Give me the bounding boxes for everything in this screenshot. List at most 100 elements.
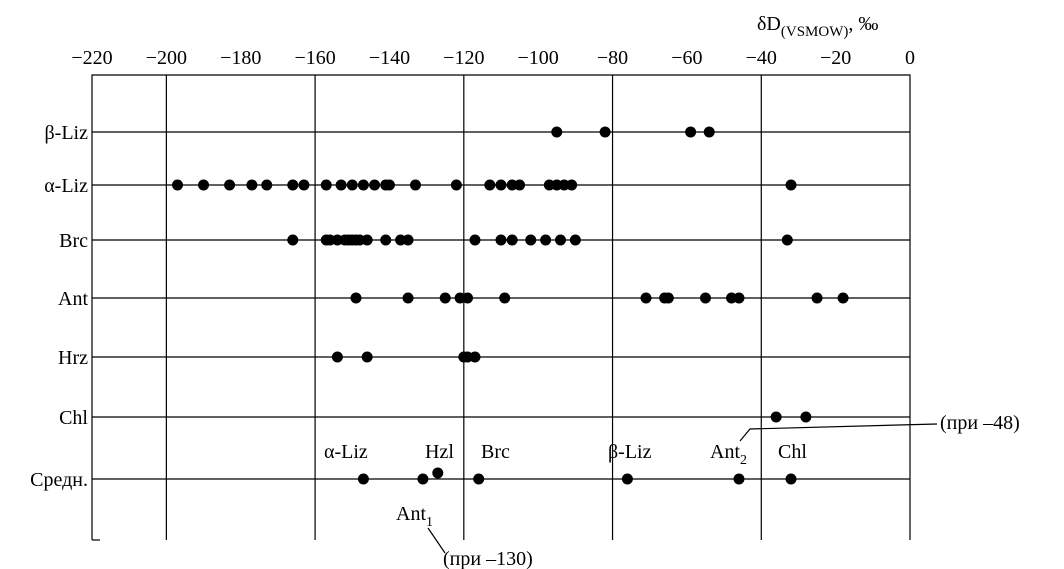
average-row-annotations: α-Liz Hzl Brc β-Liz Ant2 Chl Ant1 (при –…	[324, 412, 1020, 569]
data-point	[357, 179, 369, 191]
x-axis-title-main: δD	[757, 13, 781, 35]
data-point	[432, 467, 444, 479]
data-point	[402, 292, 414, 304]
x-tick-label: −80	[597, 47, 628, 69]
data-point	[320, 179, 332, 191]
data-point	[566, 179, 578, 191]
x-tick-label: −160	[294, 47, 335, 69]
row-label: α-Liz	[44, 175, 88, 197]
data-point	[837, 292, 849, 304]
data-point	[703, 126, 715, 138]
data-point	[525, 234, 537, 246]
x-tick-label: −180	[220, 47, 261, 69]
data-point	[417, 473, 429, 485]
callout-ant1-leader	[427, 527, 446, 554]
data-point	[361, 234, 373, 246]
x-axis-title: δD(VSMOW), ‰	[757, 13, 878, 40]
data-point	[462, 292, 474, 304]
data-point	[811, 292, 823, 304]
annotation-ant2: Ant2	[710, 441, 747, 468]
row-label: Hrz	[58, 347, 88, 369]
data-point	[514, 179, 526, 191]
data-point	[409, 179, 421, 191]
data-point	[198, 179, 210, 191]
data-point	[346, 179, 358, 191]
row-label: Chl	[59, 407, 88, 429]
row-label: Brc	[59, 230, 88, 252]
annotation-hzl: Hzl	[425, 441, 454, 463]
data-point	[298, 179, 310, 191]
data-point	[599, 126, 611, 138]
data-point	[733, 473, 745, 485]
data-point	[335, 179, 347, 191]
data-point	[246, 179, 258, 191]
data-point	[662, 292, 674, 304]
annotation-ant1-sub: 1	[426, 515, 433, 530]
data-point	[770, 411, 782, 423]
x-tick-label: −120	[443, 47, 484, 69]
annotation-ant1-main: Ant	[396, 503, 426, 525]
data-point	[357, 473, 369, 485]
data-point	[361, 351, 373, 363]
data-point	[621, 473, 633, 485]
callout-ant2-leader	[739, 423, 938, 442]
data-point	[700, 292, 711, 304]
data-point	[785, 473, 797, 485]
data-point	[495, 179, 507, 191]
annotation-chl: Chl	[778, 441, 807, 463]
row-labels: β-Liz α-Liz Brc Ant Hrz Chl Средн.	[30, 122, 88, 491]
grid-layer	[91, 74, 911, 541]
data-point	[402, 234, 414, 246]
data-point	[383, 179, 395, 191]
data-point	[469, 351, 481, 363]
x-tick-label: −100	[518, 47, 559, 69]
row-label: Средн.	[30, 469, 88, 491]
data-point	[380, 234, 392, 246]
data-point	[473, 473, 485, 485]
data-point	[484, 179, 496, 191]
data-point	[172, 179, 184, 191]
annotation-ant2-main: Ant	[710, 441, 740, 463]
data-point	[287, 234, 299, 246]
data-point	[495, 234, 507, 246]
x-tick-label: −220	[71, 47, 112, 69]
plot-frame	[91, 74, 911, 540]
annotation-brc: Brc	[481, 441, 510, 463]
annotation-ant1: Ant1	[396, 503, 433, 530]
data-point	[569, 234, 581, 246]
data-point	[540, 234, 552, 246]
callout-ant2-value: (при –48)	[940, 412, 1020, 434]
x-axis-title-sub: (VSMOW)	[781, 24, 849, 40]
data-point	[800, 411, 812, 423]
data-point	[785, 179, 797, 191]
annotation-beta-liz: β-Liz	[608, 441, 652, 463]
data-point	[781, 234, 793, 246]
x-tick-label: −60	[671, 47, 702, 69]
data-point	[261, 179, 273, 191]
data-point	[640, 292, 652, 304]
data-point	[506, 234, 518, 246]
x-axis-title-unit: , ‰	[848, 13, 878, 35]
data-point	[469, 234, 481, 246]
data-point	[499, 292, 511, 304]
x-tick-label: −40	[746, 47, 777, 69]
row-label: Ant	[58, 288, 88, 310]
data-point	[450, 179, 462, 191]
data-point	[554, 234, 566, 246]
data-point	[685, 126, 697, 138]
x-tick-label: −200	[146, 47, 187, 69]
callout-ant1-value: (при –130)	[443, 548, 533, 569]
row-label: β-Liz	[45, 122, 89, 144]
data-point	[551, 126, 563, 138]
annotation-ant2-sub: 2	[740, 453, 747, 468]
data-point	[439, 292, 451, 304]
x-tick-labels: −220 −200 −180 −160 −140 −120 −100 −80 −60 −40 −20…	[71, 47, 915, 69]
x-tick-label: −20	[820, 47, 851, 69]
data-point	[331, 351, 343, 363]
x-tick-label: −140	[369, 47, 410, 69]
data-points	[172, 126, 849, 485]
data-point	[287, 179, 299, 191]
annotation-alpha-liz: α-Liz	[324, 441, 368, 463]
data-point	[224, 179, 236, 191]
